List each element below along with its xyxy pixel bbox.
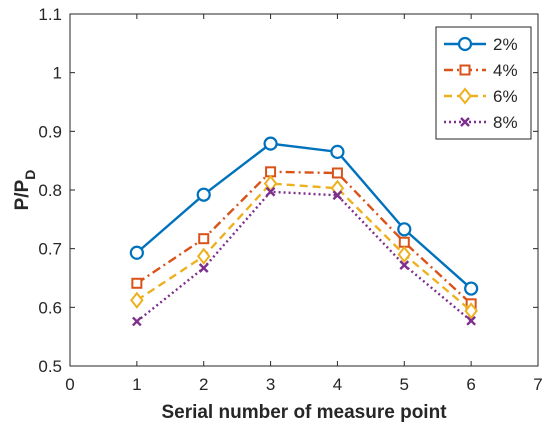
y-tick-label: 0.6 bbox=[38, 298, 62, 317]
data-point bbox=[130, 291, 144, 309]
x-tick-label: 5 bbox=[400, 375, 409, 394]
data-point bbox=[397, 222, 412, 237]
y-tick-label: 0.7 bbox=[38, 240, 62, 259]
series-3 bbox=[132, 186, 476, 327]
data-point bbox=[131, 277, 143, 289]
data-point bbox=[399, 260, 410, 270]
data-point bbox=[398, 236, 410, 248]
y-axis-title: P/PD bbox=[12, 170, 38, 211]
legend-box bbox=[435, 26, 532, 140]
data-point bbox=[464, 302, 478, 320]
data-point bbox=[196, 187, 211, 202]
y-tick-label: 0.8 bbox=[38, 181, 62, 200]
y-tick-label: 0.5 bbox=[38, 357, 62, 376]
legend: 2% 4% 6% 8% bbox=[435, 26, 532, 140]
data-point bbox=[460, 117, 470, 127]
y-tick-label: 1.1 bbox=[38, 5, 62, 24]
x-tick-label: 0 bbox=[65, 375, 74, 394]
data-point bbox=[196, 247, 211, 265]
data-point bbox=[263, 136, 278, 151]
series-layer bbox=[129, 136, 479, 327]
legend-item: 4% bbox=[444, 61, 518, 80]
x-tick-label: 1 bbox=[132, 375, 141, 394]
data-point bbox=[198, 233, 210, 245]
y-axis-title-subscript: D bbox=[22, 170, 38, 180]
legend-label: 6% bbox=[493, 87, 518, 106]
y-tick-label: 1 bbox=[53, 64, 62, 83]
data-point bbox=[198, 263, 209, 273]
data-point bbox=[132, 316, 142, 327]
x-axis-ticks: 0 1 2 3 4 5 6 7 bbox=[65, 14, 543, 394]
data-point bbox=[397, 245, 412, 264]
data-point bbox=[330, 144, 345, 159]
data-point bbox=[331, 167, 343, 179]
x-tick-label: 7 bbox=[533, 375, 542, 394]
legend-item: 2% bbox=[444, 35, 518, 54]
series-line bbox=[136, 142, 472, 290]
series-line bbox=[136, 190, 472, 323]
data-point bbox=[265, 186, 276, 197]
data-point bbox=[459, 64, 471, 76]
series-line bbox=[136, 182, 472, 312]
y-axis-title-main: P/P bbox=[12, 179, 33, 210]
legend-label: 8% bbox=[493, 113, 518, 132]
data-point bbox=[457, 36, 473, 52]
legend-item: 8% bbox=[444, 113, 518, 132]
x-tick-label: 3 bbox=[266, 375, 275, 394]
data-point bbox=[129, 245, 144, 260]
data-point bbox=[332, 190, 343, 201]
y-axis-ticks: 0.5 0.6 0.7 0.8 0.9 1 1.1 bbox=[38, 5, 538, 376]
y-tick-label: 0.9 bbox=[38, 122, 62, 141]
series-0 bbox=[129, 136, 479, 296]
legend-label: 4% bbox=[493, 61, 518, 80]
x-tick-label: 4 bbox=[333, 375, 342, 394]
data-point bbox=[464, 281, 479, 296]
data-point bbox=[466, 315, 476, 326]
data-point bbox=[458, 87, 472, 105]
x-tick-label: 2 bbox=[199, 375, 208, 394]
x-axis-title: Serial number of measure point bbox=[161, 402, 447, 423]
legend-label: 2% bbox=[493, 35, 518, 54]
x-tick-label: 6 bbox=[466, 375, 475, 394]
legend-item: 6% bbox=[444, 87, 518, 106]
